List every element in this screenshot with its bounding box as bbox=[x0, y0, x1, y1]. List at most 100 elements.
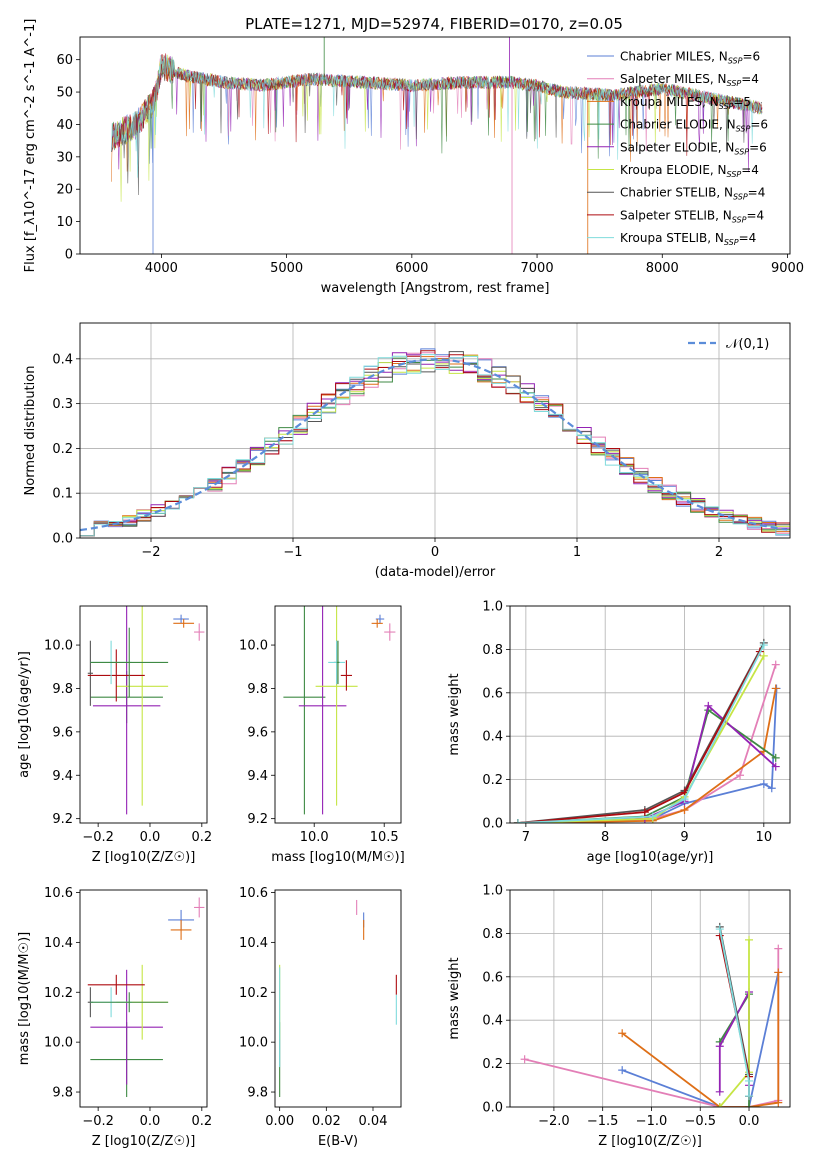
data-marker bbox=[715, 1103, 724, 1107]
y-tick-label: 0.1 bbox=[52, 487, 73, 502]
x-tick-label: 5000 bbox=[270, 261, 303, 276]
y-tick-label: 0.8 bbox=[482, 643, 503, 658]
plot-area bbox=[520, 922, 783, 1107]
y-tick-label: 9.2 bbox=[52, 812, 73, 827]
legend-entry: 𝒩(0,1) bbox=[726, 337, 769, 352]
data-marker bbox=[759, 651, 768, 660]
data-marker bbox=[771, 684, 780, 693]
x-tick-label: 6000 bbox=[395, 261, 428, 276]
x-tick-label: −1 bbox=[283, 545, 302, 560]
age-vs-metallicity-panel: −0.2 0.0 0.2 9.2 9.4 9.6 9.8 10.0 Z [log10(Z/Z☉)… bbox=[17, 605, 212, 865]
weight-vs-age-panel: 7 8 9 10 0.0 0.2 0.4 0.6 0.8 1.0 age [log10(age/yr… bbox=[447, 600, 791, 865]
data-marker bbox=[520, 1055, 529, 1064]
y-axis-label: age [log10(age/yr)] bbox=[17, 651, 32, 778]
mass-vs-ebv-panel: 0.00 0.02 0.04 9.8 10.0 10.2 10.4 10.6 E(B-V) bbox=[239, 886, 402, 1149]
x-tick-label: 10.5 bbox=[370, 830, 399, 845]
axes-frame bbox=[79, 889, 208, 1108]
data-marker bbox=[715, 1087, 724, 1096]
plot-area bbox=[279, 899, 397, 1098]
y-tick-label: 0.2 bbox=[52, 442, 73, 457]
data-marker bbox=[715, 925, 724, 934]
y-tick-label: 0.6 bbox=[482, 686, 503, 701]
data-marker bbox=[640, 808, 649, 817]
series-line bbox=[517, 644, 765, 823]
y-tick-label: 9.4 bbox=[52, 769, 73, 784]
y-tick-label: 0.6 bbox=[482, 970, 503, 985]
spectrum-line bbox=[111, 55, 763, 178]
y-tick-label: 9.8 bbox=[247, 682, 268, 697]
series-line bbox=[517, 688, 778, 823]
x-tick-label: 7000 bbox=[521, 261, 554, 276]
series-line bbox=[517, 651, 761, 823]
axes-frame bbox=[79, 36, 791, 255]
legend-entry: Salpeter STELIB, NSSP=4 bbox=[620, 208, 764, 224]
axes-frame bbox=[79, 322, 791, 539]
x-tick-label: 0.02 bbox=[312, 1114, 341, 1129]
y-tick-label: 0.2 bbox=[482, 1057, 503, 1072]
y-tick-label: 10.0 bbox=[239, 639, 268, 654]
y-tick-label: 0 bbox=[65, 248, 73, 263]
x-tick-label: 9000 bbox=[771, 261, 804, 276]
x-tick-label: 0.0 bbox=[140, 1114, 161, 1129]
series-line bbox=[718, 935, 750, 1097]
y-tick-label: 10.6 bbox=[239, 886, 268, 901]
y-tick-label: 10.4 bbox=[239, 936, 268, 951]
data-marker bbox=[680, 795, 689, 804]
data-marker bbox=[704, 701, 713, 710]
x-axis-label: (data-model)/error bbox=[375, 565, 496, 580]
series-line bbox=[719, 939, 750, 1107]
x-tick-label: −0.5 bbox=[684, 1114, 716, 1129]
x-tick-label: −0.2 bbox=[82, 1114, 114, 1129]
x-axis-label: E(B-V) bbox=[318, 1134, 358, 1149]
axes-frame bbox=[274, 605, 402, 824]
y-tick-label: 0.4 bbox=[52, 352, 73, 367]
y-tick-label: 0.4 bbox=[482, 730, 503, 745]
x-tick-label: 1 bbox=[573, 545, 581, 560]
x-tick-label: 0.0 bbox=[140, 830, 161, 845]
data-marker bbox=[745, 1103, 754, 1107]
legend-entry: Chabrier ELODIE, NSSP=6 bbox=[620, 118, 768, 134]
y-axis-label: Flux [f_λ10^-17 erg cm^-2 s^-1 A^-1] bbox=[23, 19, 38, 273]
plot-area bbox=[80, 348, 790, 537]
x-tick-label: −1.0 bbox=[636, 1114, 668, 1129]
x-tick-label: 2 bbox=[715, 545, 723, 560]
y-tick-label: 60 bbox=[56, 53, 73, 68]
x-tick-label: −2.0 bbox=[538, 1114, 570, 1129]
series-line bbox=[718, 928, 750, 1097]
x-axis-label: age [log10(age/yr)] bbox=[587, 850, 714, 865]
y-tick-label: 40 bbox=[56, 118, 73, 133]
x-tick-label: 9 bbox=[680, 830, 688, 845]
y-axis-label: mass [log10(M/M☉)] bbox=[17, 932, 32, 1065]
legend-entry: Chabrier STELIB, NSSP=4 bbox=[620, 186, 765, 202]
y-tick-label: 0.0 bbox=[52, 532, 73, 547]
y-tick-label: 0.0 bbox=[482, 817, 503, 832]
series-line bbox=[621, 972, 780, 1107]
x-tick-label: 7 bbox=[522, 830, 530, 845]
data-marker bbox=[774, 944, 783, 953]
y-tick-label: 10.0 bbox=[44, 1036, 73, 1051]
y-tick-label: 10 bbox=[56, 215, 73, 230]
mass-vs-metallicity-panel: −0.2 0.0 0.2 9.8 10.0 10.2 10.4 10.6 Z [log10(Z/… bbox=[17, 886, 212, 1149]
x-tick-label: 0.0 bbox=[739, 1114, 760, 1129]
series-line bbox=[517, 642, 765, 823]
weight-vs-metallicity-panel: −2.0 −1.5 −1.0 −0.5 0.0 0.0 0.2 0.4 0.6 0.8 1.0 Z [… bbox=[447, 884, 791, 1149]
axes-frame bbox=[509, 605, 791, 824]
x-tick-label: 0.2 bbox=[191, 830, 212, 845]
series-line bbox=[517, 704, 777, 823]
figure-title: PLATE=1271, MJD=52974, FIBERID=0170, z=0… bbox=[245, 15, 623, 33]
y-tick-label: 10.4 bbox=[44, 936, 73, 951]
legend: Chabrier MILES, NSSP=6 Salpeter MILES, NS… bbox=[587, 50, 768, 247]
plot-area bbox=[111, 37, 763, 254]
data-marker bbox=[648, 812, 657, 821]
data-marker bbox=[736, 771, 745, 780]
legend: 𝒩(0,1) bbox=[688, 337, 769, 352]
data-marker bbox=[767, 784, 776, 793]
data-marker bbox=[774, 1098, 783, 1107]
data-marker bbox=[771, 660, 780, 669]
data-marker bbox=[513, 819, 522, 823]
age-vs-mass-panel: 10.0 10.5 9.2 9.4 9.6 9.8 10.0 mass [log10(M/M☉… bbox=[239, 605, 405, 865]
plot-area bbox=[87, 897, 205, 1098]
series-line bbox=[621, 972, 780, 1107]
x-tick-label: 4000 bbox=[145, 261, 178, 276]
y-tick-label: 0.0 bbox=[482, 1101, 503, 1116]
